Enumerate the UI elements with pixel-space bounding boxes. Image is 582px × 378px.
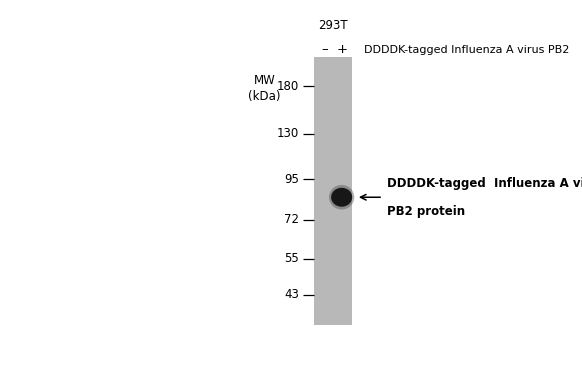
Text: 130: 130 [277, 127, 299, 140]
Text: –: – [321, 43, 328, 56]
Bar [314, 57, 353, 325]
Text: PB2 protein: PB2 protein [386, 204, 465, 217]
Ellipse shape [329, 185, 354, 209]
Text: 72: 72 [284, 213, 299, 226]
Text: DDDDK-tagged  Influenza A virus: DDDDK-tagged Influenza A virus [386, 177, 582, 190]
Ellipse shape [331, 188, 352, 207]
Text: 55: 55 [285, 253, 299, 265]
Text: 180: 180 [277, 80, 299, 93]
Text: +: + [336, 43, 347, 56]
Text: 43: 43 [284, 288, 299, 301]
Text: DDDDK-tagged Influenza A virus PB2: DDDDK-tagged Influenza A virus PB2 [364, 45, 569, 55]
Text: 293T: 293T [318, 19, 348, 32]
Text: MW
(kDa): MW (kDa) [248, 74, 281, 103]
Text: 95: 95 [284, 173, 299, 186]
